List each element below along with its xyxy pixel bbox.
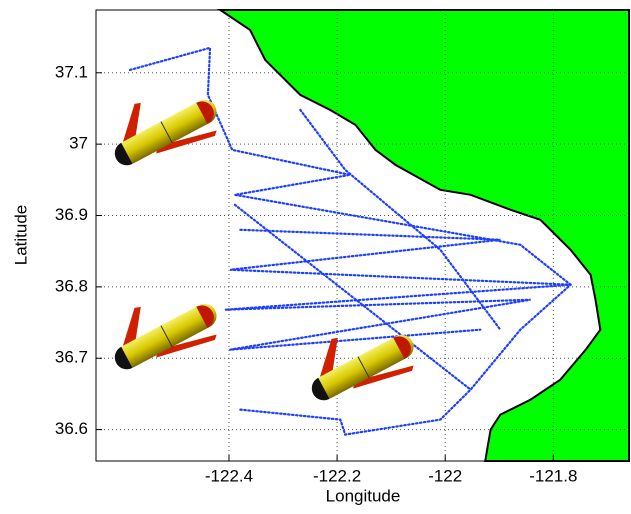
glider-track — [233, 203, 472, 391]
y-tick-label: 36.6 — [55, 419, 88, 438]
y-tick-label: 36.9 — [55, 205, 88, 224]
x-tick-label: -122 — [428, 466, 462, 485]
x-tick-label: -122.2 — [313, 466, 361, 485]
y-tick-label: 36.7 — [55, 348, 88, 367]
glider-track — [239, 283, 572, 436]
land — [217, 9, 630, 462]
glider-track — [128, 46, 572, 286]
x-axis-label: Longitude — [326, 486, 401, 505]
glider-track — [225, 228, 571, 351]
x-tick-label: -121.8 — [529, 466, 577, 485]
y-axis-label: Latitude — [11, 205, 30, 266]
y-tick-label: 37 — [69, 134, 88, 153]
y-tick-label: 36.8 — [55, 276, 88, 295]
plot-frame — [95, 9, 630, 462]
y-tick-label: 37.1 — [55, 62, 88, 81]
x-tick-label: -122.4 — [205, 466, 253, 485]
glider-track — [299, 108, 502, 331]
